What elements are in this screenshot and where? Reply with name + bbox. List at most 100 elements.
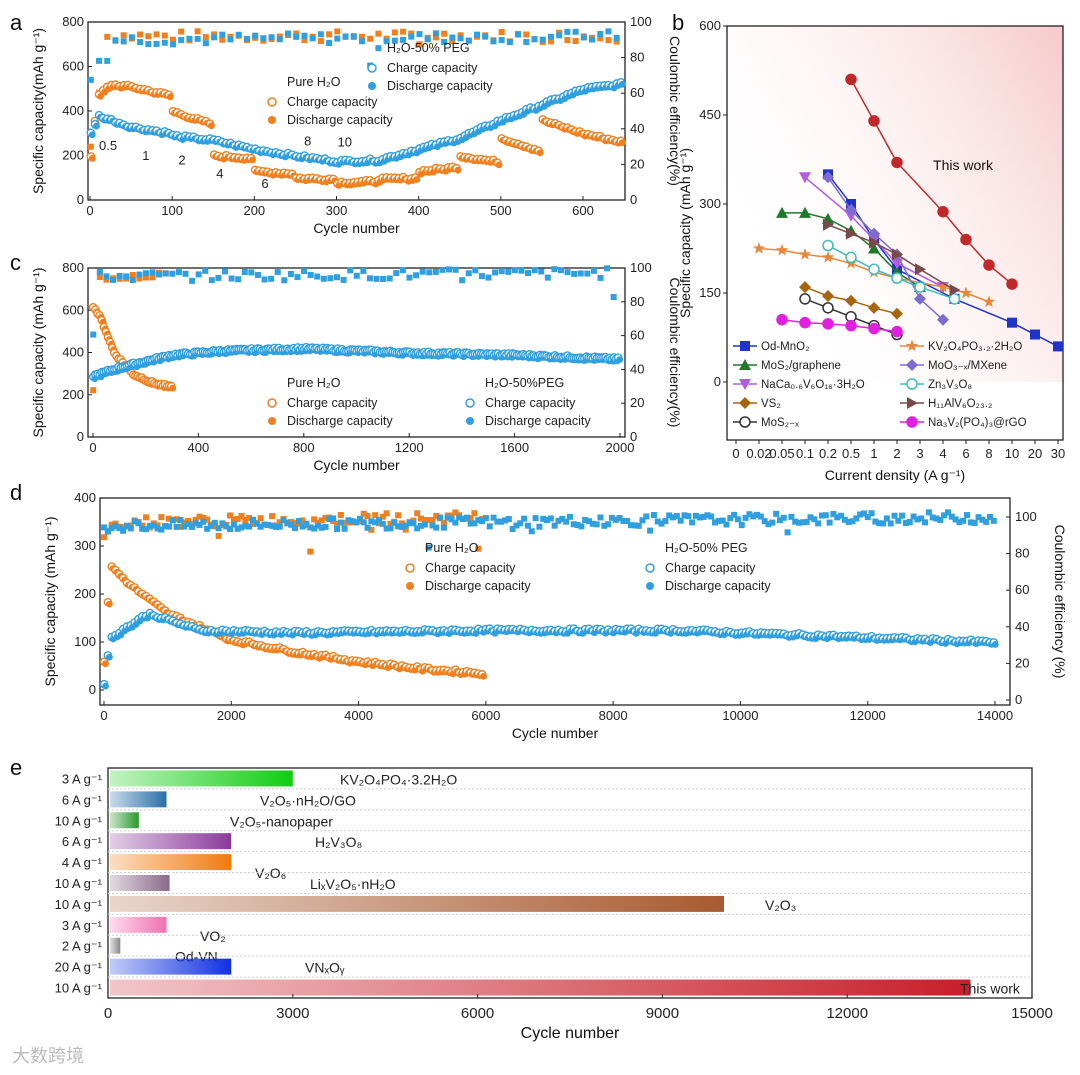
legend-pure-discharge-label: Discharge capacity [287,113,393,127]
ce-point [120,527,127,534]
ce-point [523,31,530,38]
ce-point [750,513,757,520]
ce-point [868,510,875,517]
y2-tick-label: 40 [630,361,644,376]
ce-point [440,524,447,531]
data-point [868,115,880,127]
ce-point [452,509,459,516]
ce-point [252,32,259,39]
ce-point [366,275,373,282]
ce-point [268,34,275,41]
ce-point [104,528,111,535]
ce-point [303,520,310,527]
ce-point [387,520,394,527]
legend-label: Na₃V₂(PO₄)₃@rGO [928,417,1027,429]
ce-point [571,270,578,277]
y-tick-label: 150 [699,285,721,300]
ce-point [215,532,222,539]
ce-point [96,57,103,64]
ce-point [452,519,459,526]
data-point [821,250,835,263]
legend-label: H₁₁AlV₆O₂₃.₂ [928,398,992,410]
x-tick-label: 12000 [850,708,886,723]
x-axis-title: Cycle number [521,1025,620,1042]
y2-tick-label: 0 [630,429,637,444]
ce-point [402,522,409,529]
x-axis-title: Cycle number [512,725,599,741]
ce-point [475,517,482,524]
x-axis-title: Current density (A g⁻¹) [825,467,965,483]
discharge-capacity-point [454,166,462,174]
legend-pure-discharge-marker [268,116,276,124]
ce-point [104,33,111,40]
ce-point [547,515,554,522]
ce-point [666,512,673,519]
ce-point [577,270,584,277]
y-tick-label: 200 [62,387,84,402]
ce-point [129,277,136,284]
x-tick-label: 30 [1051,446,1065,461]
ce-point [692,512,699,519]
x-tick-label: 1 [870,446,877,461]
ce-point [360,267,367,274]
ce-point [780,514,787,521]
ce-point [149,269,156,276]
legend-peg-discharge-label: Discharge capacity [665,579,771,593]
ce-point [257,515,264,522]
data-point [948,293,961,305]
legend-peg-charge-marker [367,63,377,73]
y2-tick-label: 100 [630,260,652,275]
ce-point [551,522,558,529]
ce-point [478,273,485,280]
x-tick-label: 800 [293,440,315,455]
ce-point [326,40,333,47]
ce-point [154,522,161,529]
legend-peg-charge-marker [465,398,475,408]
legend-peg-discharge-marker [466,417,474,425]
data-point [845,319,857,332]
ce-point [457,35,464,42]
ce-point [620,517,627,524]
ce-point [372,512,379,519]
ce-point [479,518,486,525]
ce-point [883,515,890,522]
legend-marker [906,378,918,390]
ce-point [456,514,463,521]
ce-point [301,268,308,275]
ce-point [505,268,512,275]
bar-rate-label: 4 A g⁻¹ [62,855,103,870]
ce-point [471,520,478,527]
legend-pure-charge-marker [405,563,415,573]
panel-label-a: a [10,10,23,35]
ce-point [301,37,308,44]
ce-point [317,31,324,38]
ce-point [391,519,398,526]
plot-frame-a [87,21,626,201]
data-point [1007,317,1017,328]
ce-point [353,519,360,526]
data-point [1006,278,1018,290]
ce-point [818,512,825,519]
y2-axis-title: Coulombic efficiency(%) [667,36,683,186]
ce-point [307,548,314,555]
ce-point [333,525,340,532]
ce-point [165,515,172,522]
ce-point [337,511,344,518]
ce-point [826,519,833,526]
y-tick-label: 800 [62,260,84,275]
y2-tick-label: 100 [1015,509,1037,524]
bar-material-label: H₂V₃O₈ [315,834,362,850]
ce-point [983,518,990,525]
bar-rate-label: 3 A g⁻¹ [62,918,103,933]
ce-point [330,515,337,522]
x-tick-label: 0 [89,440,96,455]
ce-point [103,276,110,283]
data-point [959,286,973,299]
legend-label: Od-MnO₂ [761,341,810,353]
ce-point [391,37,398,44]
ce-point [311,516,318,523]
legend-label: MoS₂/graphene [761,360,841,372]
ce-point [608,514,615,521]
discharge-capacity-point [105,653,113,661]
y2-tick-label: 20 [630,395,644,410]
